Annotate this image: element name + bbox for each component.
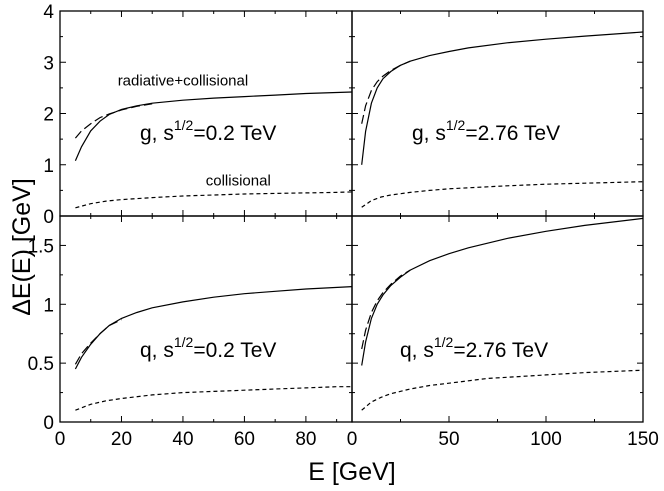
series-line-dashed (74, 103, 153, 139)
panel-frame (59, 215, 353, 423)
y-tick-label: 0 (43, 413, 54, 434)
panel-frame (351, 215, 644, 423)
x-tick-label: 80 (295, 429, 316, 450)
panel-label: q, s1/2=0.2 TeV (140, 334, 276, 362)
annotation-label: radiative+collisional (118, 72, 249, 89)
x-tick-label: 0 (55, 429, 66, 450)
x-axis-label: E [GeV] (308, 458, 396, 486)
annotation-label: collisional (206, 172, 271, 189)
series-line-dashed (74, 319, 122, 365)
y-tick-label: 1 (43, 295, 54, 316)
x-tick-label: 100 (530, 429, 562, 450)
y-tick-label: 2 (43, 105, 54, 126)
y-axis-label: ΔE(E) [GeV] (8, 178, 36, 316)
x-tick-label: 40 (172, 429, 193, 450)
series-line-dotted (75, 191, 353, 209)
series-line-solid (74, 286, 353, 370)
y-tick-label: 1.5 (28, 236, 54, 257)
x-tick-label: 60 (234, 429, 255, 450)
panels-group: 0 1 2 3 4 g, s1/2=0.2 TeV radiative+collisiona… (28, 2, 659, 450)
x-tick-label: 0 (347, 429, 358, 450)
panel-top-left: 0 1 2 3 4 g, s1/2=0.2 TeV radiative+collisiona… (43, 2, 353, 228)
y-tick-label: 3 (43, 53, 54, 74)
panel-label: g, s1/2=0.2 TeV (140, 117, 276, 145)
y-tick-label: 0 (43, 207, 54, 228)
panel-frame (351, 10, 644, 217)
panel-label: g, s1/2=2.76 TeV (412, 117, 560, 145)
series-line-dotted (75, 386, 352, 411)
series-line-dotted (361, 181, 644, 208)
y-tick-label: 0.5 (28, 354, 54, 375)
series-line-dotted (361, 369, 644, 411)
panel-top-right: g, s1/2=2.76 TeV (351, 10, 644, 217)
x-tick-label: 20 (111, 429, 132, 450)
panel-bottom-left: 0 20 40 60 80 0 0.5 1 1.5 q, s1/2=0.2 TeV (28, 215, 353, 450)
panel-bottom-right: 0 50 100 150 q, s1/2=2.76 TeV (347, 215, 659, 450)
series-line-dashed (361, 60, 411, 124)
series-line-dashed (361, 269, 411, 350)
x-tick-label: 150 (627, 429, 659, 450)
x-tick-label: 50 (438, 429, 459, 450)
y-tick-label: 4 (43, 2, 54, 23)
panel-label: q, s1/2=2.76 TeV (400, 334, 548, 362)
y-tick-label: 1 (43, 156, 54, 177)
